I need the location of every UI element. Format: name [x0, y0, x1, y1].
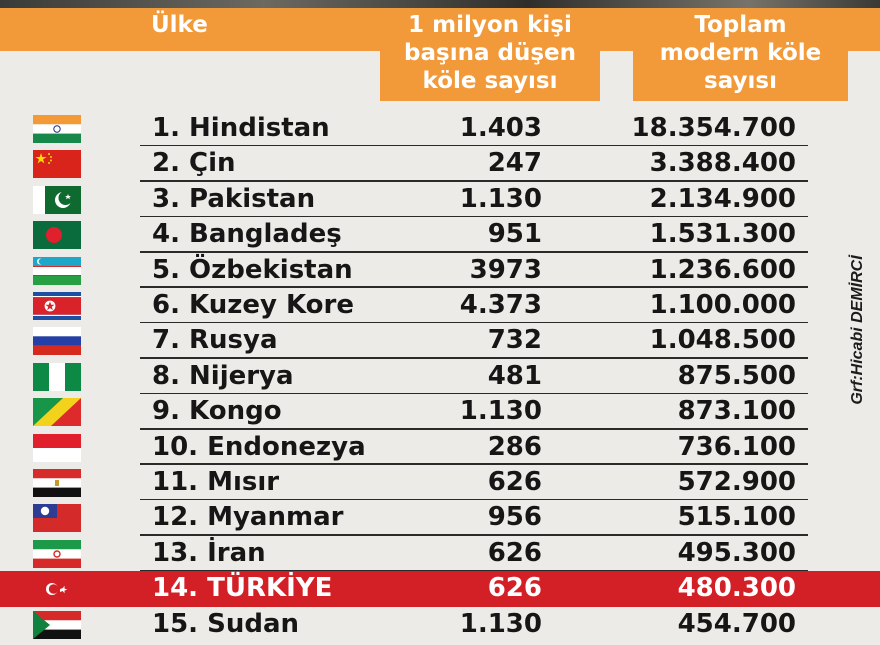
iran-flag-icon: [33, 539, 81, 568]
country-name: 11. Mısır: [152, 467, 280, 497]
russia-flag-icon: [33, 327, 81, 356]
per-million-value: 481: [487, 360, 542, 391]
row-divider: [140, 428, 808, 430]
turkey-flag-icon: [33, 575, 81, 604]
country-name: 8. Nijerya: [152, 360, 294, 391]
country-name: 15. Sudan: [152, 608, 300, 639]
total-value: 480.300: [677, 573, 796, 604]
indonesia-flag-icon: [33, 433, 81, 462]
row-divider: [140, 463, 808, 465]
per-million-value: 1.130: [459, 396, 542, 427]
china-flag-icon: [33, 150, 81, 179]
per-million-value: 956: [487, 502, 542, 533]
table-row: 7. Rusya 732 1.048.500: [0, 323, 880, 359]
pakistan-flag-icon: [33, 185, 81, 214]
country-name: 1. Hindistan: [152, 113, 330, 143]
table-row: 9. Kongo 1.130 873.100: [0, 394, 880, 430]
total-value: 454.700: [677, 608, 796, 639]
per-million-value: 286: [487, 431, 542, 462]
per-million-header-line: başına düşen: [404, 40, 576, 66]
per-million-value: 247: [487, 148, 542, 179]
per-million-column-header: 1 milyon kişi başına düşen köle sayısı: [380, 8, 600, 101]
nigeria-flag-icon: [33, 362, 81, 391]
country-column-header: Ülke: [151, 12, 208, 38]
per-million-value: 1.130: [459, 608, 542, 639]
table-row: 1. Hindistan 1.403 18.354.700: [0, 111, 880, 147]
per-million-value: 1.403: [459, 113, 542, 143]
north-korea-flag-icon: [33, 292, 81, 320]
country-name: 9. Kongo: [152, 396, 282, 427]
row-divider: [140, 251, 808, 253]
row-divider: [140, 534, 808, 536]
credit-text: Grf:Hicabi DEMİRCİ: [849, 255, 866, 405]
per-million-value: 626: [487, 573, 542, 604]
row-divider: [140, 144, 808, 147]
total-value: 736.100: [677, 431, 796, 462]
table-row: 8. Nijerya 481 875.500: [0, 359, 880, 395]
total-header-line: sayısı: [704, 68, 777, 94]
total-value: 873.100: [677, 396, 796, 427]
egypt-flag-icon: [33, 469, 81, 497]
total-header-line: modern köle: [659, 40, 822, 66]
total-value: 1.100.000: [649, 290, 796, 320]
total-value: 515.100: [677, 502, 796, 533]
sudan-flag-icon: [33, 610, 81, 639]
country-name: 14. TÜRKİYE: [152, 573, 333, 604]
country-name: 12. Myanmar: [152, 502, 344, 533]
table-row: 10. Endonezya 286 736.100: [0, 430, 880, 465]
table-row: 12. Myanmar 956 515.100: [0, 500, 880, 536]
total-value: 875.500: [677, 360, 796, 391]
total-column-header: Toplam modern köle sayısı: [633, 8, 848, 101]
per-million-value: 4.373: [459, 290, 542, 320]
per-million-value: 626: [487, 467, 542, 497]
country-name: 10. Endonezya: [152, 431, 366, 462]
country-name: 6. Kuzey Kore: [152, 290, 354, 320]
table-row-highlighted: 14. TÜRKİYE 626 480.300: [0, 571, 880, 607]
total-value: 2.134.900: [649, 183, 796, 214]
total-value: 1.048.500: [649, 325, 796, 356]
india-flag-icon: [33, 115, 81, 143]
congo-flag-icon: [33, 398, 81, 427]
total-value: 18.354.700: [631, 113, 796, 143]
row-divider: [140, 498, 808, 501]
top-photo-strip: [0, 0, 880, 8]
bangladesh-flag-icon: [33, 221, 81, 250]
row-divider: [140, 321, 808, 324]
myanmar-flag-icon: [33, 504, 81, 533]
per-million-value: 732: [487, 325, 542, 356]
per-million-value: 626: [487, 537, 542, 568]
table-row: 5. Özbekistan 3973 1.236.600: [0, 253, 880, 288]
table-row: 6. Kuzey Kore 4.373 1.100.000: [0, 288, 880, 324]
total-header-line: Toplam: [694, 12, 787, 38]
country-name: 5. Özbekistan: [152, 254, 353, 285]
row-divider: [140, 180, 808, 182]
per-million-header-line: 1 milyon kişi: [408, 12, 572, 38]
total-value: 3.388.400: [649, 148, 796, 179]
uzbekistan-flag-icon: [33, 256, 81, 285]
per-million-value: 3973: [469, 254, 542, 285]
country-name: 13. İran: [152, 537, 266, 568]
total-value: 572.900: [677, 467, 796, 497]
row-divider: [140, 569, 808, 572]
table-row: 2. Çin 247 3.388.400: [0, 146, 880, 182]
table-row: 15. Sudan 1.130 454.700: [0, 607, 880, 642]
row-divider: [140, 215, 808, 218]
country-name: 4. Bangladeş: [152, 219, 342, 250]
table-row: 11. Mısır 626 572.900: [0, 465, 880, 501]
total-value: 1.531.300: [649, 219, 796, 250]
country-name: 7. Rusya: [152, 325, 278, 356]
row-divider: [140, 357, 808, 359]
row-divider: [140, 286, 808, 288]
per-million-value: 1.130: [459, 183, 542, 214]
table-row: 4. Bangladeş 951 1.531.300: [0, 217, 880, 253]
total-value: 495.300: [677, 537, 796, 568]
row-divider: [140, 392, 808, 395]
per-million-header-line: köle sayısı: [422, 68, 558, 94]
total-value: 1.236.600: [649, 254, 796, 285]
table-row: 13. İran 626 495.300: [0, 536, 880, 572]
country-name: 2. Çin: [152, 148, 236, 179]
table-row: 3. Pakistan 1.130 2.134.900: [0, 182, 880, 218]
country-name: 3. Pakistan: [152, 183, 316, 214]
per-million-value: 951: [487, 219, 542, 250]
